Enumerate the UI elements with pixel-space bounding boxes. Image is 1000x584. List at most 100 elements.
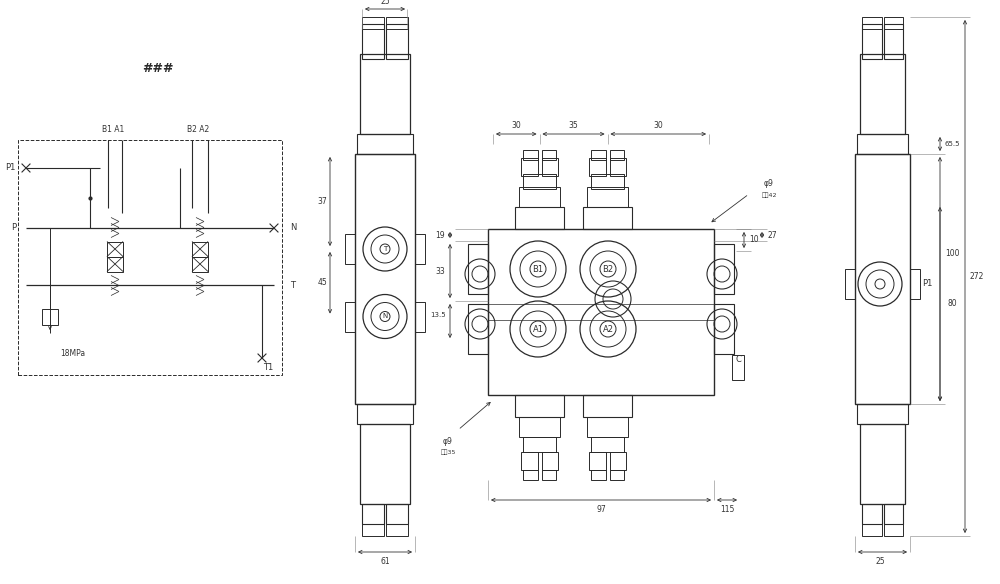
Text: B1: B1 xyxy=(532,265,544,273)
Text: 100: 100 xyxy=(945,249,959,259)
Bar xyxy=(610,470,624,480)
Text: B2 A2: B2 A2 xyxy=(187,126,209,134)
Bar xyxy=(521,452,538,470)
Text: 10: 10 xyxy=(749,235,759,245)
Bar xyxy=(610,452,626,470)
Bar xyxy=(610,150,624,160)
Bar xyxy=(591,174,624,189)
Bar xyxy=(107,242,123,256)
Bar xyxy=(589,452,606,470)
Text: 13.5: 13.5 xyxy=(430,312,446,318)
Bar xyxy=(415,234,425,264)
Bar xyxy=(386,24,408,59)
Text: P: P xyxy=(11,224,16,232)
Text: 19: 19 xyxy=(435,231,445,239)
Bar xyxy=(583,207,632,229)
Text: 深度42: 深度42 xyxy=(761,192,777,198)
Text: T1: T1 xyxy=(263,363,273,373)
Text: B1 A1: B1 A1 xyxy=(102,126,124,134)
Text: 45: 45 xyxy=(317,278,327,287)
Bar xyxy=(362,504,384,524)
Bar xyxy=(610,158,626,176)
Bar xyxy=(591,470,606,480)
Text: N: N xyxy=(290,224,296,232)
Text: 25: 25 xyxy=(380,0,390,5)
Bar xyxy=(345,234,355,264)
Bar xyxy=(386,17,408,29)
Bar xyxy=(18,140,282,375)
Bar xyxy=(860,424,905,504)
Text: 18MPa: 18MPa xyxy=(60,349,85,357)
Text: 深度35: 深度35 xyxy=(440,449,456,455)
Text: 115: 115 xyxy=(720,505,734,513)
Bar xyxy=(542,150,556,160)
Bar xyxy=(591,437,624,452)
Text: B2: B2 xyxy=(602,265,614,273)
Bar xyxy=(591,150,606,160)
Bar xyxy=(362,524,384,536)
Bar xyxy=(542,470,556,480)
Text: 30: 30 xyxy=(653,120,663,130)
Bar xyxy=(862,524,882,536)
Bar xyxy=(542,452,558,470)
Bar xyxy=(857,404,908,424)
Bar xyxy=(192,242,208,256)
Text: N: N xyxy=(382,314,388,319)
Text: φ9: φ9 xyxy=(764,179,774,189)
Text: C: C xyxy=(736,356,742,364)
Text: 80: 80 xyxy=(947,300,957,308)
Bar xyxy=(519,187,560,207)
Bar xyxy=(515,395,564,417)
Bar xyxy=(362,24,384,59)
Bar xyxy=(468,244,488,294)
Bar xyxy=(845,269,855,299)
Bar xyxy=(862,24,882,59)
Bar xyxy=(345,301,355,332)
Bar xyxy=(855,154,910,404)
Bar xyxy=(515,207,564,229)
Text: ###: ### xyxy=(142,61,174,75)
Bar xyxy=(355,154,415,404)
Bar xyxy=(107,256,123,272)
Text: 37: 37 xyxy=(317,197,327,206)
Text: 35: 35 xyxy=(569,120,578,130)
Text: 61: 61 xyxy=(380,557,390,565)
Bar xyxy=(542,158,558,176)
Bar xyxy=(468,304,488,354)
Bar xyxy=(357,134,413,154)
Text: 272: 272 xyxy=(970,272,984,281)
Bar xyxy=(860,54,905,134)
Bar xyxy=(714,304,734,354)
Bar xyxy=(589,158,606,176)
Bar xyxy=(862,17,882,29)
Bar xyxy=(862,504,882,524)
Bar xyxy=(587,417,628,437)
Bar xyxy=(360,54,410,134)
Bar xyxy=(488,229,714,395)
Text: 97: 97 xyxy=(596,505,606,513)
Text: 33: 33 xyxy=(435,266,445,276)
Text: 30: 30 xyxy=(511,120,521,130)
Bar xyxy=(42,309,58,325)
Bar xyxy=(884,524,903,536)
Text: P1: P1 xyxy=(6,164,16,172)
Text: 25: 25 xyxy=(875,557,885,565)
Bar xyxy=(523,150,538,160)
Text: T: T xyxy=(290,280,295,290)
Text: 65.5: 65.5 xyxy=(944,141,960,147)
Bar xyxy=(386,524,408,536)
Bar xyxy=(910,269,920,299)
Bar xyxy=(884,17,903,29)
Bar xyxy=(362,17,384,29)
Text: A1: A1 xyxy=(532,325,544,333)
Text: 27: 27 xyxy=(767,231,777,239)
Bar xyxy=(415,301,425,332)
Text: P1: P1 xyxy=(922,280,932,288)
Bar xyxy=(523,437,556,452)
Bar xyxy=(360,424,410,504)
Bar xyxy=(192,256,208,272)
Bar xyxy=(714,244,734,294)
Bar xyxy=(884,504,903,524)
Bar xyxy=(523,470,538,480)
Bar xyxy=(521,158,538,176)
